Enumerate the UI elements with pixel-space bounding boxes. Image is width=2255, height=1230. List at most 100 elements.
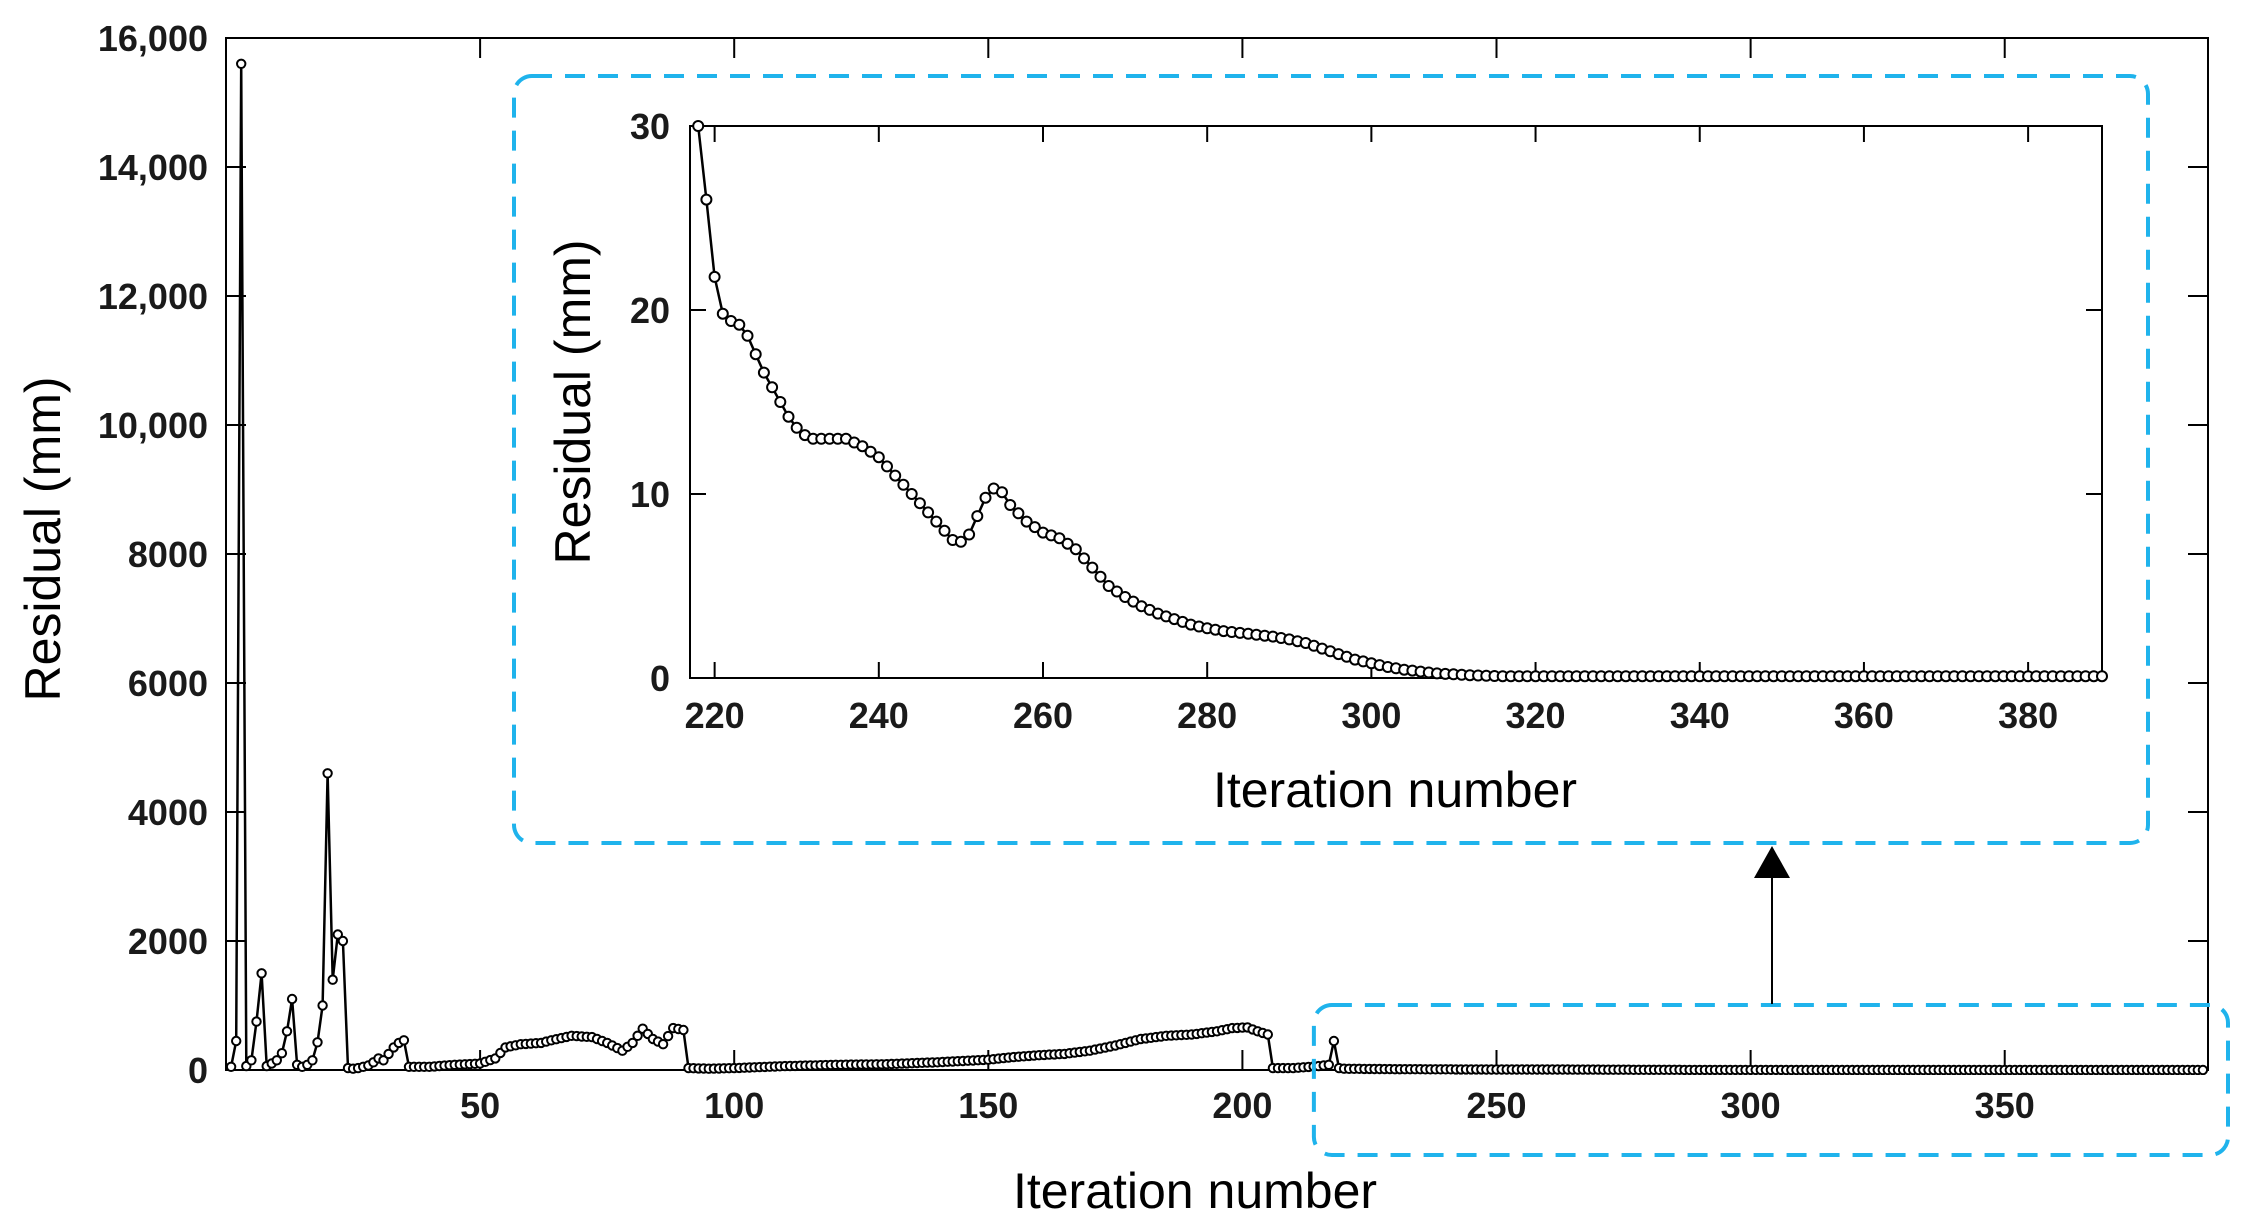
inset-data-point — [996, 486, 1008, 499]
main-data-point — [251, 1016, 262, 1027]
main-data-point — [678, 1024, 689, 1036]
main-data-point — [2197, 1064, 2209, 1075]
inset-data-point — [889, 469, 902, 482]
main-data-point — [1323, 1059, 1335, 1071]
main-data-point — [231, 1035, 242, 1047]
main-x-tick-label: 350 — [1975, 1085, 2035, 1126]
inset-data-point — [716, 307, 729, 320]
inset-x-tick-label: 260 — [1013, 695, 1073, 736]
main-x-tick-label: 200 — [1212, 1085, 1272, 1126]
inset-y-tick-label: 20 — [630, 290, 670, 331]
main-y-tick-label: 16,000 — [98, 18, 208, 59]
inset-data-point — [872, 451, 885, 464]
main-data-point — [256, 968, 267, 979]
main-data-point — [657, 1039, 669, 1050]
inset-data-point — [749, 348, 762, 361]
inset-data-point — [897, 478, 910, 491]
inset-data-point — [757, 366, 770, 379]
inset-data-point — [930, 515, 943, 528]
inset-data-point — [954, 535, 967, 548]
main-data-point — [286, 993, 298, 1005]
inset-x-tick-label: 240 — [849, 695, 909, 736]
main-data-point — [276, 1048, 288, 1059]
main-data-point — [398, 1035, 410, 1046]
main-data-point — [327, 974, 338, 985]
inset-data-point — [2096, 670, 2108, 683]
main-y-tick-label: 14,000 — [98, 147, 208, 188]
main-data-point — [632, 1030, 643, 1042]
inset-data-point — [979, 491, 992, 504]
inset-x-tick-label: 280 — [1177, 695, 1237, 736]
main-y-tick-label: 2000 — [128, 921, 208, 962]
inset-x-tick-label: 220 — [685, 695, 745, 736]
main-y-tick-label: 10,000 — [98, 405, 208, 446]
inset-data-point — [922, 506, 935, 519]
inset-data-point — [766, 381, 779, 394]
main-y-tick-label: 8000 — [128, 534, 208, 575]
inset-data-point — [905, 488, 918, 500]
inset-y-tick-label: 30 — [630, 106, 670, 147]
inset-x-tick-label: 360 — [1834, 695, 1894, 736]
main-x-axis-label: Iteration number — [1013, 1163, 1377, 1219]
main-x-tick-label: 50 — [460, 1085, 500, 1126]
inset-data-point — [741, 329, 754, 342]
inset-data-point — [1012, 507, 1025, 520]
inset-data-point — [1020, 515, 1033, 528]
inset-data-point — [1110, 585, 1123, 598]
main-y-tick-label: 6000 — [128, 663, 208, 704]
inset-data-point — [1053, 532, 1066, 545]
inset-y-tick-label: 10 — [630, 474, 670, 515]
main-data-point — [271, 1055, 282, 1066]
inset-data-point — [913, 497, 926, 510]
main-data-point — [246, 1055, 257, 1066]
main-x-tick-label: 300 — [1721, 1085, 1781, 1126]
inset-y-tick-label: 0 — [650, 658, 670, 699]
main-data-point — [1328, 1035, 1340, 1047]
inset-data-point — [881, 460, 893, 473]
main-y-tick-label: 0 — [188, 1050, 208, 1091]
main-y-tick-label: 4000 — [128, 792, 208, 833]
inset-x-tick-label: 340 — [1670, 695, 1730, 736]
zoom-arrow-head — [1754, 846, 1790, 878]
main-data-point — [317, 1000, 328, 1011]
inset-data-point — [692, 120, 705, 132]
inset-x-axis-label: Iteration number — [1213, 762, 1577, 818]
inset-data-point — [1061, 537, 1074, 550]
inset-data-point — [1102, 580, 1115, 592]
main-data-point — [337, 935, 349, 947]
inset-data-point — [971, 510, 984, 523]
inset-data-point — [1069, 543, 1082, 556]
inset-data-point — [774, 396, 787, 408]
main-data-point — [383, 1048, 394, 1060]
inset-data-point — [1094, 570, 1107, 583]
inset-data-point — [938, 524, 951, 537]
main-data-point — [312, 1037, 323, 1048]
inset-plot-frame — [689, 125, 2103, 679]
main-data-point — [627, 1037, 638, 1049]
inset-data-point — [864, 445, 877, 458]
main-data-point — [281, 1026, 293, 1037]
inset-data-point — [708, 270, 721, 283]
inset-x-tick-label: 300 — [1341, 695, 1401, 736]
inset-x-tick-label: 380 — [1998, 695, 2058, 736]
inset-data-point — [1028, 521, 1041, 534]
main-data-point — [378, 1055, 389, 1066]
inset-data-point — [782, 410, 795, 423]
inset-data-point — [1004, 499, 1017, 511]
main-x-tick-label: 100 — [704, 1085, 764, 1126]
main-x-tick-label: 150 — [958, 1085, 1018, 1126]
main-data-point — [322, 768, 333, 779]
main-data-point — [236, 58, 247, 69]
inset-data-point — [856, 440, 869, 453]
main-data-point — [1262, 1029, 1274, 1040]
main-data-point — [662, 1030, 674, 1042]
main-y-tick-label: 12,000 — [98, 276, 208, 317]
main-data-point — [225, 1061, 237, 1073]
inset-x-tick-label: 320 — [1506, 695, 1566, 736]
inset-data-point — [1086, 561, 1099, 574]
inset-data-point — [963, 528, 976, 541]
inset-data-point — [1078, 552, 1090, 565]
inset-data-point — [733, 318, 746, 331]
main-y-axis-label: Residual (mm) — [15, 376, 71, 701]
